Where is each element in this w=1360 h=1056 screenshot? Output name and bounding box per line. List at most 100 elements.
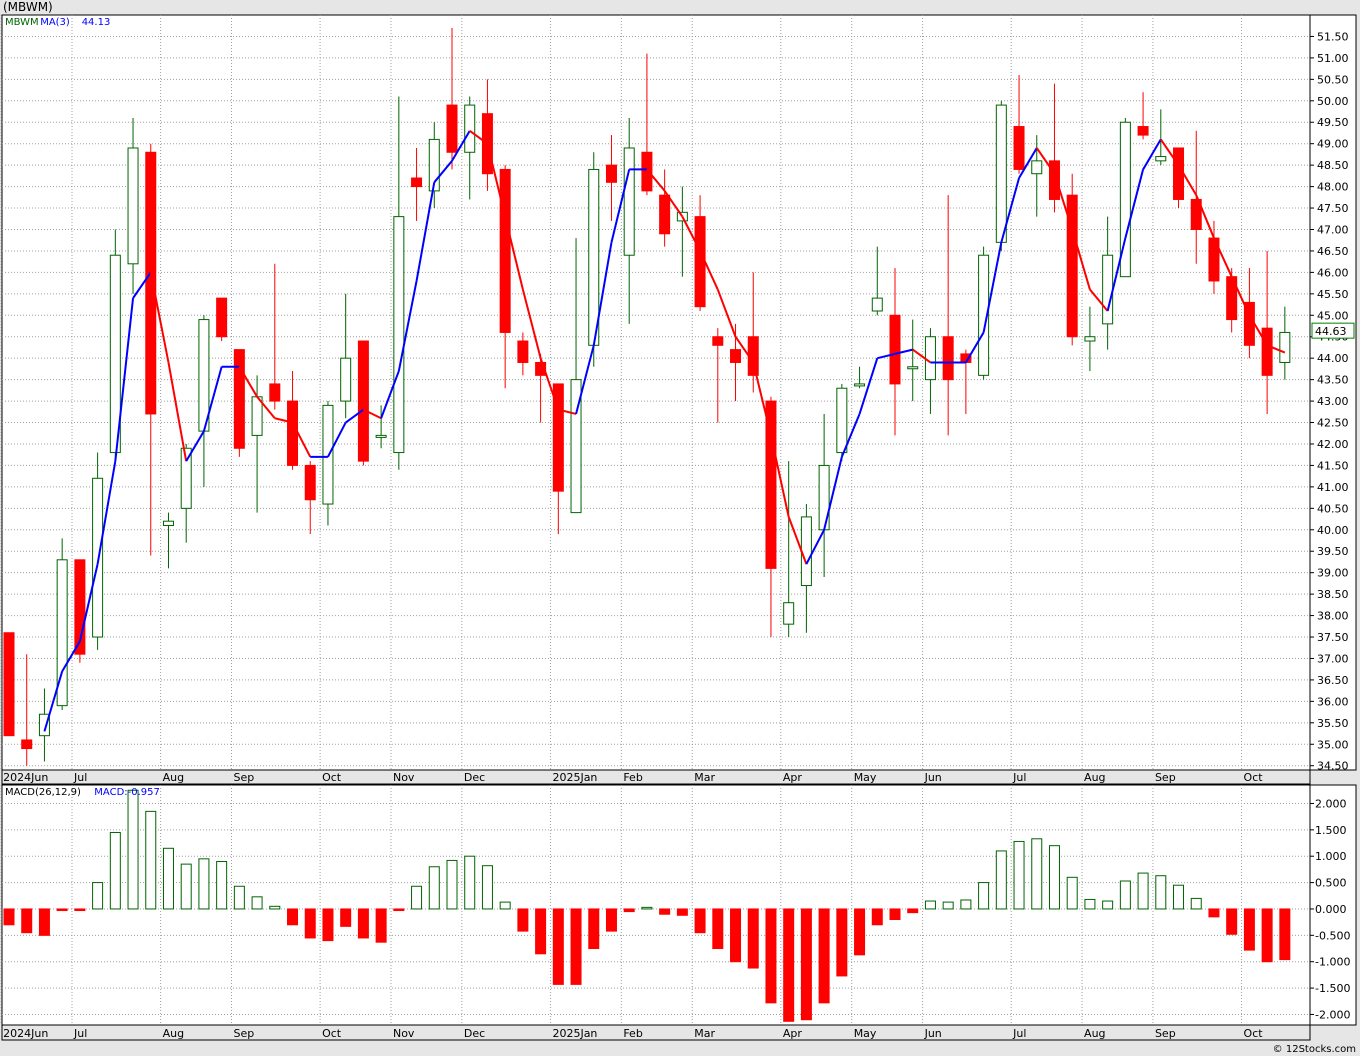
ma3-segment [167,362,188,462]
price-tick-label: 43.00 [1317,395,1349,408]
ma3-segment [96,460,117,565]
candle-body [357,340,369,462]
ma3-segment [894,348,913,355]
price-tick-label: 51.00 [1317,52,1349,65]
date-label: Jul [1012,771,1026,784]
macd-bar [765,908,777,1004]
macd-bar [889,908,901,921]
candle [1173,147,1185,209]
ma3-segment [1159,138,1180,166]
ma3-segment [61,640,81,672]
candle-body [1031,160,1043,175]
ma3-segment [202,366,223,432]
candle-body [38,713,50,737]
candle-body [375,434,387,438]
ma3-segment [1230,276,1251,316]
candle [871,246,883,316]
candle-body [517,340,529,363]
date-label-bottom: Apr [783,1027,803,1040]
candle-body [1013,126,1025,170]
date-label: Nov [393,771,415,784]
macd-bar [1243,908,1255,951]
price-legend-item: MBWM [5,17,39,28]
ma3-segment [1106,237,1127,312]
macd-tick-label: 1.000 [1315,850,1347,863]
macd-bar [535,908,547,955]
candle [978,246,990,380]
ma3-segment [185,430,205,462]
date-label-bottom: Sep [1155,1027,1176,1040]
ma3-segment [132,271,152,299]
ma3-segment [43,671,64,732]
candle-body [92,477,104,638]
ma3-segment [469,130,489,145]
ma3-segment [699,250,719,290]
date-label-bottom: 2024Jun [3,1027,48,1040]
price-tick-label: 50.50 [1317,73,1349,86]
ma3-segment [752,362,772,436]
candle-body [730,349,742,363]
price-tick-label: 48.00 [1317,181,1349,194]
last-price-label: 44.63 [1315,325,1347,338]
candle [464,96,476,200]
candle [889,268,901,436]
macd-bar [251,896,263,910]
candle-body [162,520,174,526]
macd-bar [1226,908,1238,935]
candle-body [1173,147,1185,200]
candle [357,340,369,466]
macd-bar [357,908,369,939]
date-label-bottom: Aug [1084,1027,1105,1040]
macd-bar [1102,900,1114,910]
date-label-bottom: 2025Jan [552,1027,597,1040]
candle-body [978,254,990,376]
candle-body [127,147,139,265]
macd-bar [747,908,759,969]
ma3-segment [1177,164,1198,196]
candle [1084,306,1096,372]
ma3-segment [823,456,843,531]
ma3-segment [539,357,560,410]
candle-body [995,104,1007,243]
macd-tick-label: -1.500 [1315,982,1350,995]
macd-bar [570,908,582,985]
candle-body [588,168,600,346]
ma3-segment [380,370,400,419]
candle [393,96,405,470]
macd-bar [1013,840,1025,910]
macd-bar [411,885,423,910]
macd-bar [162,847,174,910]
macd-bar [588,908,600,950]
date-label: Jun [924,771,942,784]
price-tick-label: 49.00 [1317,138,1349,151]
candle-body [233,349,245,449]
candle-body [605,164,617,183]
macd-bar [464,855,476,910]
macd-bar [428,866,440,910]
date-label: Oct [1244,771,1264,784]
macd-bar [127,789,139,910]
date-label: Sep [1155,771,1176,784]
candle [21,654,33,766]
candle-body [570,379,582,514]
price-tick-label: 36.00 [1317,695,1349,708]
ma3-segment [433,160,453,183]
candle-body [1102,254,1114,325]
macd-bar [712,908,724,950]
ma3-segment [486,143,507,217]
candle-body [304,464,316,501]
date-label-bottom: Oct [322,1027,342,1040]
candle-body [1261,327,1273,376]
macd-bar [269,905,281,910]
ma3-segment [256,396,276,419]
watermark: © 12Stocks.com [1272,1044,1356,1055]
ma3-segment [274,417,293,424]
macd-bar [180,863,192,910]
candle-body [818,464,830,531]
macd-bar [942,901,954,910]
macd-bar [304,908,316,939]
price-tick-label: 45.00 [1317,309,1349,322]
ma3-segment [291,422,312,458]
candle-body [942,336,954,381]
candle-body [216,297,228,338]
